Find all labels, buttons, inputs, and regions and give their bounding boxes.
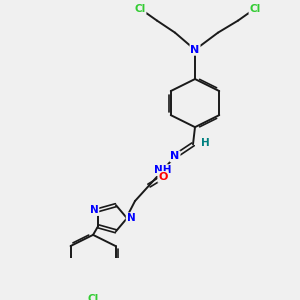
Text: N: N	[90, 205, 98, 215]
Text: H: H	[201, 138, 209, 148]
Text: N: N	[127, 213, 135, 223]
Text: NH: NH	[154, 165, 172, 175]
Text: N: N	[170, 152, 180, 161]
Text: Cl: Cl	[87, 294, 99, 300]
Text: Cl: Cl	[134, 4, 146, 14]
Text: O: O	[158, 172, 168, 182]
Text: N: N	[190, 45, 200, 55]
Text: Cl: Cl	[249, 4, 261, 14]
